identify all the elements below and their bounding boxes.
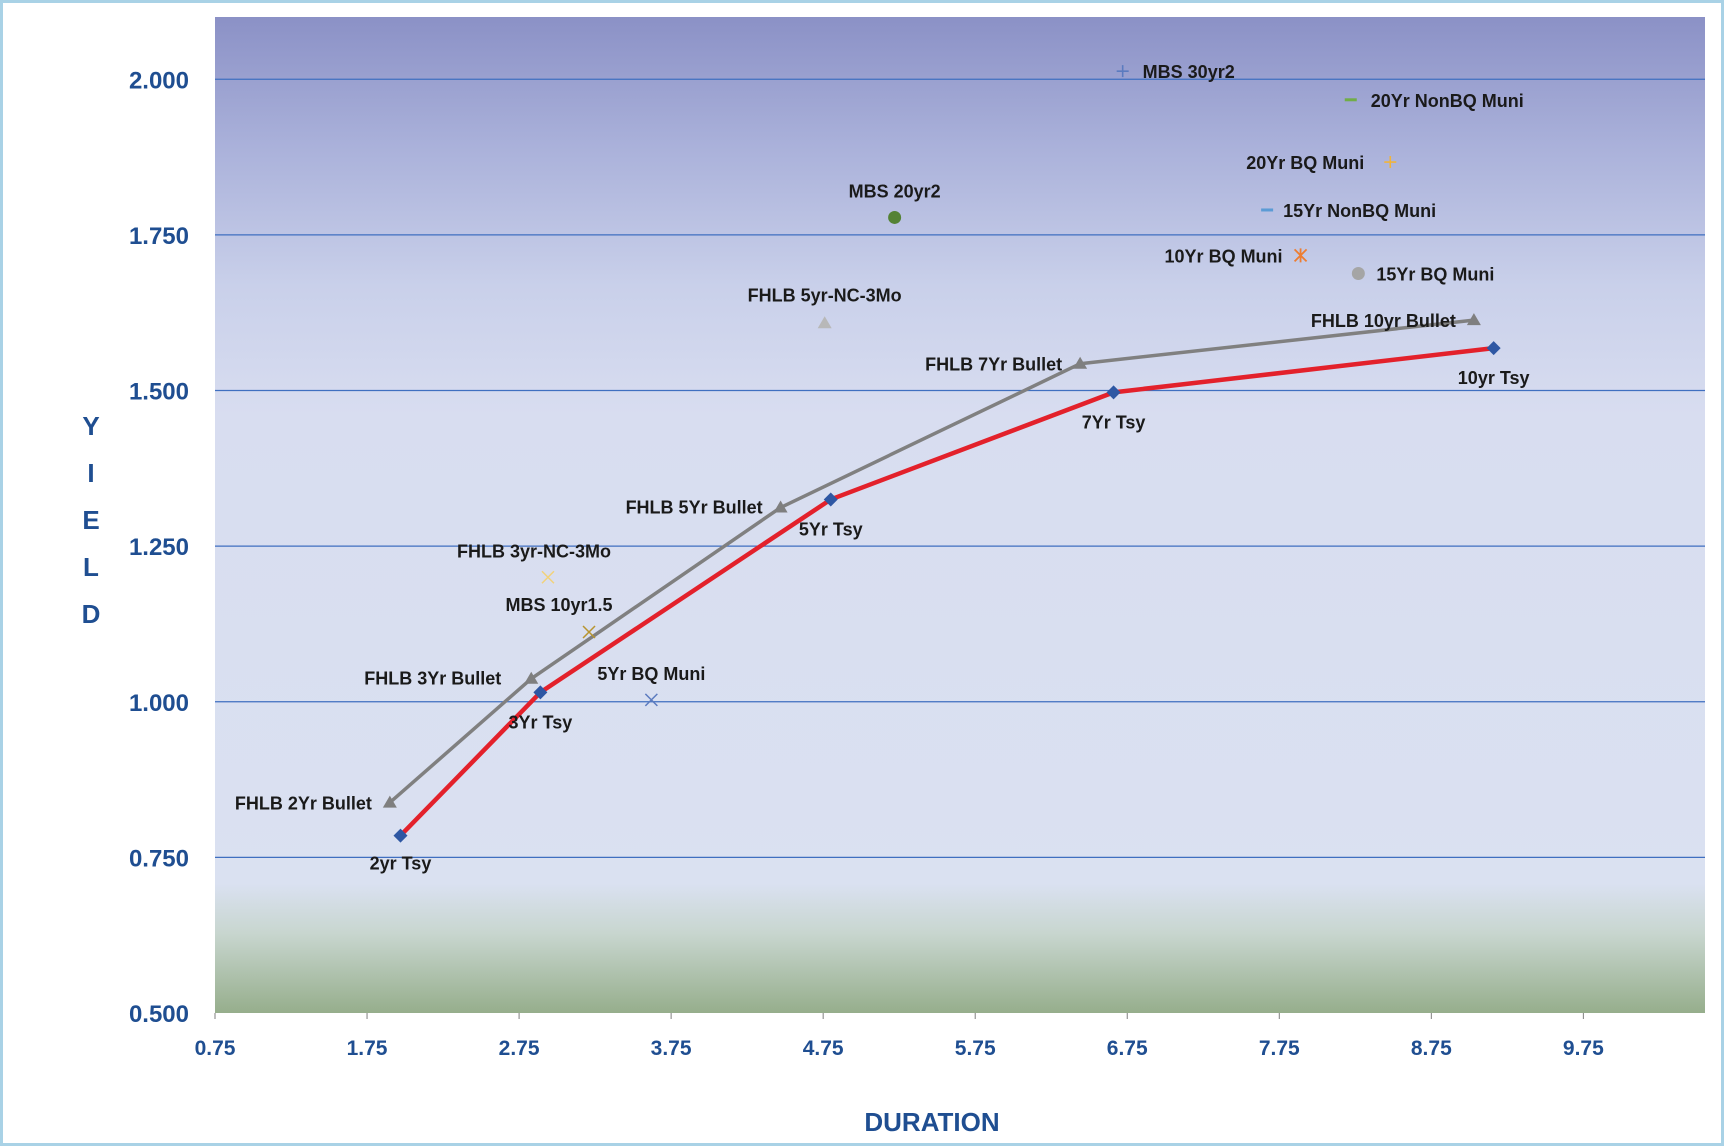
data-point [1466, 313, 1481, 326]
data-point [533, 685, 548, 700]
point-label: 10Yr BQ Muni [1165, 246, 1283, 266]
data-point [541, 570, 555, 584]
data-point [773, 500, 788, 513]
point-label: 20Yr BQ Muni [1246, 153, 1364, 173]
point-label: FHLB 3yr-NC-3Mo [457, 541, 611, 561]
data-point [382, 795, 397, 808]
data-point [1073, 356, 1088, 369]
data-point [1106, 385, 1121, 400]
data-point [888, 210, 902, 224]
plot-area [215, 17, 1705, 1013]
point-label: FHLB 3Yr Bullet [364, 669, 501, 689]
x-tick-label: 9.75 [1563, 1037, 1604, 1060]
point-label: FHLB 5yr-NC-3Mo [748, 285, 902, 305]
y-axis-title-letter: D [82, 599, 101, 629]
y-tick-label: 2.000 [129, 67, 189, 94]
y-tick-label: 0.750 [129, 845, 189, 872]
point-label: 10yr Tsy [1458, 368, 1530, 388]
data-point [1293, 248, 1308, 263]
point-label: 5Yr Tsy [799, 519, 863, 539]
point-label: 5Yr BQ Muni [597, 664, 705, 684]
data-point [1116, 65, 1129, 78]
point-label: 20Yr NonBQ Muni [1371, 91, 1524, 111]
data-point [1384, 156, 1397, 169]
x-tick-label: 0.75 [195, 1037, 236, 1060]
point-labels: 2yr Tsy 3Yr Tsy 5Yr Tsy 7Yr Tsy 10yr Tsy FHLB… [235, 62, 1530, 873]
tick-labels: 0.500 0.750 1.000 1.250 1.500 1.750 2.000 0.75 1… [129, 67, 1604, 1060]
x-tick-label: 6.75 [1107, 1037, 1148, 1060]
point-label: 15Yr BQ Muni [1376, 264, 1494, 284]
x-tick-label: 8.75 [1411, 1037, 1452, 1060]
y-axis-title-letter: E [82, 505, 99, 535]
gridlines [214, 78, 1705, 1019]
x-tick-label: 3.75 [651, 1037, 692, 1060]
data-point [524, 671, 539, 684]
y-tick-label: 1.000 [129, 690, 189, 717]
y-tick-label: 1.250 [129, 534, 189, 561]
y-axis-title-letter: L [83, 552, 99, 582]
x-tick-label: 4.75 [803, 1037, 844, 1060]
data-point [823, 492, 838, 507]
point-label: FHLB 5Yr Bullet [626, 498, 763, 518]
point-label: 2yr Tsy [370, 854, 432, 874]
y-tick-label: 1.500 [129, 379, 189, 406]
point-label: MBS 20yr2 [849, 181, 941, 201]
x-tick-label: 2.75 [499, 1037, 540, 1060]
point-label: MBS 30yr2 [1143, 62, 1235, 82]
data-point [1486, 341, 1501, 356]
point-label: 15Yr NonBQ Muni [1283, 201, 1436, 221]
yield-duration-chart: 2yr Tsy 3Yr Tsy 5Yr Tsy 7Yr Tsy 10yr Tsy FHLB… [82, 17, 1705, 1137]
data-point [817, 316, 832, 329]
point-label: 7Yr Tsy [1082, 412, 1146, 432]
y-axis-title-letter: I [87, 458, 94, 488]
point-label: FHLB 10yr Bullet [1311, 311, 1456, 331]
point-label: FHLB 2Yr Bullet [235, 794, 372, 814]
x-tick-label: 5.75 [955, 1037, 996, 1060]
data-point [393, 828, 408, 843]
markers [382, 65, 1501, 843]
x-tick-label: 1.75 [347, 1037, 388, 1060]
y-tick-label: 1.750 [129, 223, 189, 250]
data-point [1351, 266, 1365, 280]
y-tick-label: 0.500 [129, 1001, 189, 1028]
x-tick-label: 7.75 [1259, 1037, 1300, 1060]
x-axis-title: DURATION [864, 1107, 999, 1137]
point-label: MBS 10yr1.5 [505, 595, 612, 615]
data-point [644, 693, 658, 707]
data-point [582, 625, 596, 639]
point-label: 3Yr Tsy [509, 712, 573, 732]
point-label: FHLB 7Yr Bullet [925, 355, 1062, 375]
y-axis-title-letter: Y [82, 411, 99, 441]
